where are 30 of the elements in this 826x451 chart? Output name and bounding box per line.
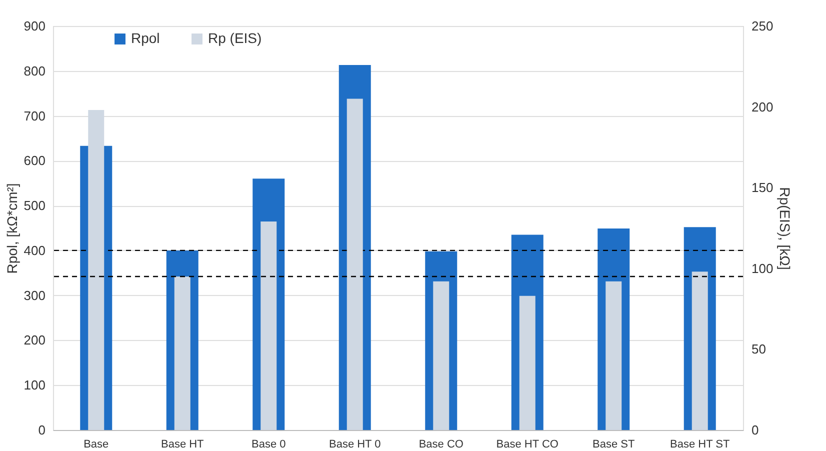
legend-label: Rpol — [131, 30, 160, 46]
y-tick-label: 400 — [24, 242, 46, 258]
y2-tick-label: 200 — [752, 99, 774, 114]
x-tick-label: Base CO — [418, 438, 464, 450]
y-tick-label: 700 — [24, 108, 46, 124]
y2-axis-title: Rp(EIS), [kΩ] — [777, 187, 794, 270]
y-tick-label: 600 — [24, 153, 46, 168]
y2-tick-label: 100 — [752, 260, 774, 276]
y-tick-label: 100 — [24, 378, 46, 393]
x-tick-label: Base HT — [160, 438, 204, 450]
x-tick-label: Base — [84, 438, 109, 450]
y-tick-label: 200 — [24, 332, 46, 348]
y2-tick-label: 250 — [752, 18, 774, 34]
bar — [519, 296, 536, 430]
y-tick-label: 800 — [24, 63, 46, 78]
x-tick-label: Base HT 0 — [328, 438, 381, 450]
legend-label: Rp (EIS) — [208, 30, 262, 46]
x-tick-label: Base HT ST — [670, 438, 730, 450]
x-tick-label: Base HT CO — [496, 438, 559, 450]
y2-tick-label: 50 — [752, 342, 766, 357]
y-tick-label: 900 — [24, 18, 46, 34]
y-tick-label: 500 — [24, 198, 46, 214]
bar — [606, 281, 622, 430]
y-tick-label: 0 — [38, 422, 46, 438]
y-tick-label: 300 — [24, 288, 46, 303]
x-tick-label: Base ST — [592, 438, 635, 450]
x-tick-label: Base 0 — [252, 438, 286, 450]
y2-tick-label: 0 — [752, 422, 759, 438]
y2-tick-label: 150 — [752, 180, 774, 196]
y-axis-title: Rpol, [kΩ*cm²] — [4, 183, 20, 274]
